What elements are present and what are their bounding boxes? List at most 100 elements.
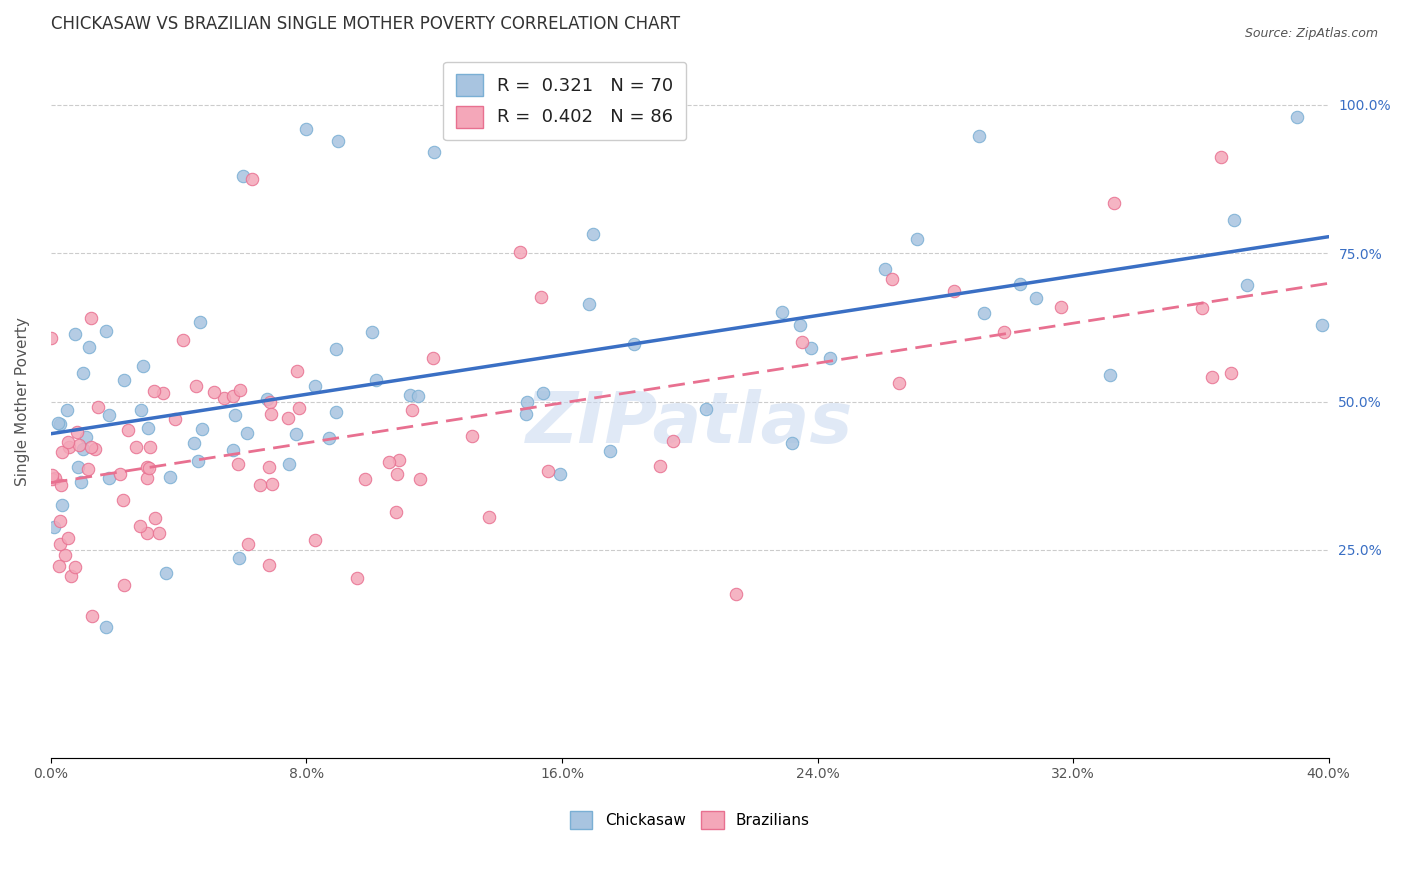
Point [48,558,70,573]
Point [1191,301,1213,315]
Point [1209,150,1232,164]
Point [77,461,100,475]
Point [65,560,87,574]
Point [112,492,135,507]
Point [63,327,86,342]
Point [139,440,162,454]
Point [41,472,63,486]
Point [159,470,181,484]
Point [408,471,430,485]
Point [75,430,97,444]
Point [249,478,271,492]
Point [148,526,170,541]
Point [530,290,553,304]
Point [112,578,135,592]
Point [228,550,250,565]
Point [83,442,105,456]
Point [581,227,603,242]
Point [969,128,991,143]
Point [889,376,911,391]
Point [66,425,89,439]
Point [44,470,66,484]
Point [212,391,235,405]
Point [599,444,621,458]
Point [41,331,63,345]
Point [905,232,928,246]
Point [623,337,645,351]
Point [260,477,283,491]
Point [318,431,340,445]
Point [229,383,252,397]
Point [236,426,259,441]
Point [143,384,166,398]
Point [221,443,243,458]
Point [152,385,174,400]
Point [509,245,531,260]
Point [56,435,79,450]
Point [328,134,350,148]
Point [59,568,82,582]
Point [53,548,76,562]
Point [353,472,375,486]
Point [1236,278,1258,293]
Point [408,389,430,403]
Point [80,440,103,454]
Point [49,514,72,528]
Point [221,389,243,403]
Point [295,121,318,136]
Point [277,457,299,471]
Point [240,172,263,186]
Point [515,407,537,421]
Point [875,261,897,276]
Text: CHICKASAW VS BRAZILIAN SINGLE MOTHER POVERTY CORRELATION CHART: CHICKASAW VS BRAZILIAN SINGLE MOTHER POV… [51,15,681,33]
Point [66,460,89,475]
Point [135,471,157,485]
Point [287,401,309,415]
Point [1025,292,1047,306]
Point [48,416,70,430]
Point [1223,212,1246,227]
Point [138,460,160,475]
Point [725,587,748,601]
Point [1285,110,1308,124]
Point [135,459,157,474]
Point [401,403,423,417]
Point [325,342,347,356]
Point [97,471,120,485]
Point [277,410,299,425]
Point [650,459,672,474]
Point [129,519,152,533]
Point [1010,277,1032,291]
Point [880,272,903,286]
Point [97,408,120,422]
Point [80,609,103,624]
Point [385,467,408,481]
Point [423,145,446,160]
Point [58,440,80,454]
Point [1050,301,1073,315]
Point [260,407,283,421]
Point [238,537,260,551]
Point [516,394,538,409]
Point [155,566,177,581]
Text: Source: ZipAtlas.com: Source: ZipAtlas.com [1244,27,1378,40]
Point [1201,370,1223,384]
Point [422,351,444,365]
Point [56,403,79,417]
Point [184,379,207,393]
Point [537,464,560,478]
Point [94,620,117,634]
Point [72,442,94,457]
Point [361,325,384,339]
Point [285,364,308,378]
Point [257,460,280,475]
Point [163,411,186,425]
Legend: Chickasaw, Brazilians: Chickasaw, Brazilians [564,805,815,836]
Point [325,405,347,419]
Point [49,537,72,551]
Point [398,388,420,402]
Point [51,445,73,459]
Point [136,526,159,541]
Point [695,401,717,416]
Point [183,436,205,450]
